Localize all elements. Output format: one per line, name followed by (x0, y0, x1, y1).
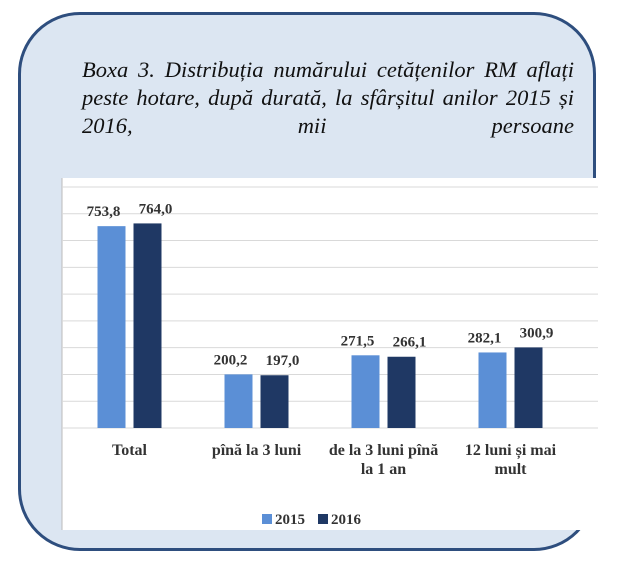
x-tick-label: Total (112, 442, 147, 459)
x-tick-label: pînă la 3 luni (211, 442, 302, 459)
x-tick-label: de la 3 luni pînă la 1 an (328, 442, 439, 478)
x-tick-label: 12 luni și mai mult (464, 442, 557, 478)
legend-label: 2016 (331, 512, 362, 528)
data-label: 282,1 (468, 330, 502, 346)
legend-swatch (262, 514, 272, 524)
chart-title: Boxa 3. Distribuția numărului cetățenilo… (82, 57, 574, 138)
data-label: 197,0 (266, 353, 300, 369)
bar (351, 355, 380, 428)
bar (97, 226, 126, 428)
data-label: 271,5 (341, 333, 375, 349)
bar (133, 223, 162, 428)
data-label: 266,1 (393, 335, 427, 351)
data-label: 764,0 (139, 201, 173, 217)
data-label: 300,9 (520, 325, 554, 341)
bar (478, 352, 507, 428)
bar (224, 374, 253, 428)
bar (260, 375, 289, 428)
legend-swatch (318, 514, 328, 524)
legend-label: 2015 (275, 512, 305, 528)
bar (514, 347, 543, 428)
bar (387, 356, 416, 428)
data-label: 200,2 (214, 352, 248, 368)
data-label: 753,8 (87, 204, 121, 220)
